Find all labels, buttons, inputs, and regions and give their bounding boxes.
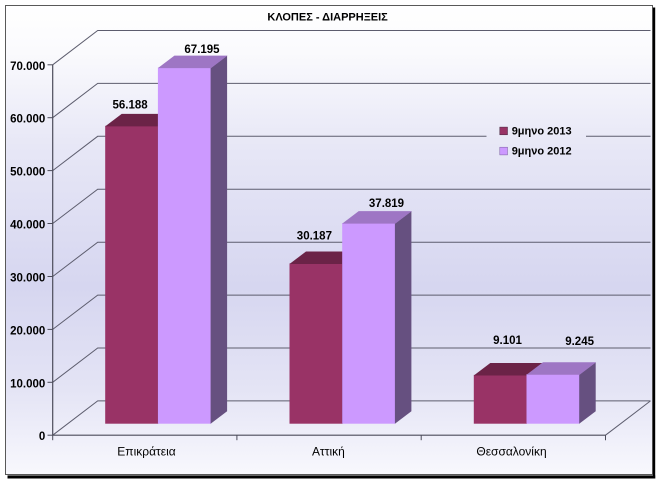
svg-text:50.000: 50.000	[10, 167, 45, 179]
svg-text:67.195: 67.195	[184, 44, 220, 56]
svg-text:40.000: 40.000	[10, 220, 45, 232]
svg-text:Θεσσαλονίκη: Θεσσαλονίκη	[476, 445, 546, 459]
svg-text:9μηνο 2012: 9μηνο 2012	[512, 146, 572, 158]
svg-text:Επικράτεια: Επικράτεια	[117, 445, 175, 459]
svg-text:20.000: 20.000	[10, 325, 45, 337]
svg-text:9.245: 9.245	[565, 336, 594, 348]
svg-text:0: 0	[39, 431, 45, 443]
svg-text:37.819: 37.819	[369, 198, 404, 210]
svg-text:ΚΛΟΠΕΣ - ΔΙΑΡΡΗΞΕΙΣ: ΚΛΟΠΕΣ - ΔΙΑΡΡΗΞΕΙΣ	[267, 11, 388, 23]
svg-text:10.000: 10.000	[10, 378, 45, 390]
svg-text:56.188: 56.188	[113, 99, 149, 111]
svg-text:30.000: 30.000	[10, 273, 45, 285]
svg-text:30.187: 30.187	[297, 231, 332, 243]
svg-text:60.000: 60.000	[10, 114, 45, 126]
svg-text:70.000: 70.000	[10, 61, 45, 73]
svg-text:9.101: 9.101	[493, 335, 522, 347]
svg-text:9μηνο 2013: 9μηνο 2013	[512, 126, 572, 138]
svg-text:Αττική: Αττική	[312, 445, 345, 459]
